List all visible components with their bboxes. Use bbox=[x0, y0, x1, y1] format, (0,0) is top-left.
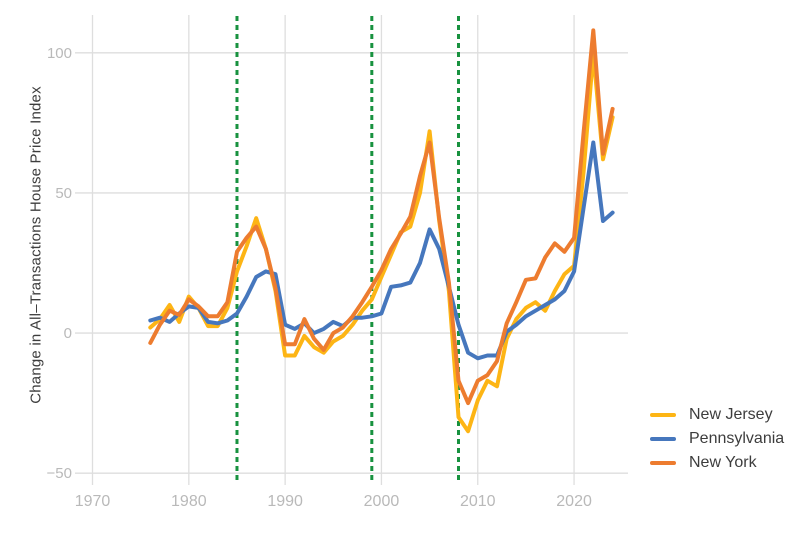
x-tick-label: 1970 bbox=[75, 493, 111, 510]
y-tick-label: 0 bbox=[64, 325, 72, 342]
legend-swatch-new-york bbox=[650, 460, 676, 466]
legend-item-new-york: New York bbox=[650, 451, 784, 475]
y-tick-label: 100 bbox=[47, 45, 72, 62]
legend-swatch-pennsylvania bbox=[650, 436, 676, 442]
x-tick-label: 2020 bbox=[556, 493, 592, 510]
series-line-new-york bbox=[148, 28, 615, 406]
legend-label-new-york: New York bbox=[689, 454, 757, 471]
legend-label-new-jersey: New Jersey bbox=[689, 406, 773, 423]
legend-label-pennsylvania: Pennsylvania bbox=[689, 430, 785, 447]
y-tick-label: 50 bbox=[55, 185, 72, 202]
series-line-pennsylvania bbox=[148, 140, 615, 361]
legend-item-pennsylvania: Pennsylvania bbox=[650, 427, 784, 451]
x-tick-label: 2000 bbox=[364, 493, 400, 510]
legend-item-new-jersey: New Jersey bbox=[650, 403, 784, 427]
x-tick-label: 2010 bbox=[460, 493, 496, 510]
series-line-new-jersey bbox=[148, 50, 615, 434]
legend: New Jersey Pennsylvania New York bbox=[650, 403, 784, 475]
x-tick-label: 1980 bbox=[171, 493, 207, 510]
y-tick-label: −50 bbox=[47, 465, 72, 482]
x-tick-label: 1990 bbox=[267, 493, 303, 510]
legend-swatch-new-jersey bbox=[650, 412, 676, 418]
y-axis-label: Change in All–Transactions House Price I… bbox=[27, 86, 45, 404]
